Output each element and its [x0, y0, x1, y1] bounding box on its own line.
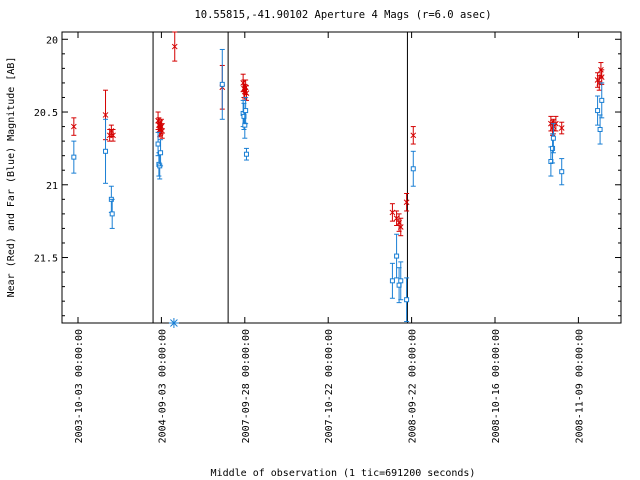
x-axis: 2003-10-03 00:00:00 2004-09-03 00:00:00 20…	[74, 32, 585, 443]
x-marker	[171, 43, 178, 50]
data-point	[597, 114, 603, 145]
data-point	[158, 139, 164, 167]
data-point	[109, 198, 115, 229]
chart-title: 10.55815,-41.90102 Aperture 4 Mags (r=6.…	[194, 9, 491, 21]
square-marker	[243, 108, 249, 114]
square-marker	[559, 169, 565, 175]
data-point	[71, 140, 77, 174]
data-point	[70, 117, 77, 136]
data-point	[243, 147, 249, 161]
data-point	[243, 85, 250, 101]
square-marker	[398, 278, 404, 284]
x-marker	[558, 125, 565, 131]
y-axis-label: Near (Red) and Far (Blue) Magnitude [AB]	[6, 57, 17, 298]
data-point	[103, 118, 109, 184]
data-point	[393, 210, 400, 227]
x-tick-label: 2008-09-22 00:00:00	[408, 329, 419, 443]
x-marker	[70, 123, 77, 130]
data-point	[243, 96, 249, 125]
y-tick-label: 21	[46, 181, 58, 192]
data-point	[240, 99, 246, 128]
square-marker	[158, 150, 164, 156]
square-marker	[595, 108, 601, 114]
x-tick-label: 2003-10-03 00:00:00	[74, 329, 85, 443]
square-marker	[599, 97, 605, 103]
x-marker	[240, 80, 246, 86]
x-marker	[389, 209, 396, 216]
square-marker	[155, 141, 161, 147]
x-marker	[393, 215, 400, 222]
data-point	[394, 233, 400, 279]
data-point	[171, 31, 178, 62]
x-marker	[243, 90, 250, 96]
data-point	[403, 193, 410, 212]
data-point	[599, 82, 605, 119]
x-marker	[553, 120, 559, 127]
panel-breaks	[152, 32, 408, 323]
data-point	[110, 128, 116, 142]
data-point	[553, 115, 559, 132]
y-axis: 20 20.5 21 21.5	[34, 35, 621, 317]
data-point	[559, 158, 565, 186]
data-point	[410, 150, 416, 187]
square-marker	[410, 166, 416, 172]
x-tick-label: 2007-10-22 00:00:00	[324, 329, 335, 443]
data-point	[596, 75, 603, 91]
square-marker	[404, 297, 410, 303]
x-tick-label: 2008-10-16 00:00:00	[491, 329, 502, 443]
y-tick-label: 20.5	[34, 108, 58, 119]
square-marker	[394, 253, 400, 259]
square-marker	[103, 148, 109, 154]
square-marker	[219, 81, 225, 87]
x-tick-label: 2004-09-03 00:00:00	[157, 329, 168, 443]
data-point	[389, 203, 396, 222]
data-point	[404, 277, 410, 323]
square-marker	[243, 151, 249, 157]
x-marker	[110, 132, 116, 139]
square-marker	[109, 211, 115, 217]
x-tick-label: 2007-09-28 00:00:00	[241, 329, 252, 443]
data-point	[558, 121, 565, 135]
square-marker	[242, 122, 248, 128]
data-point	[155, 131, 161, 157]
data-point	[397, 217, 404, 237]
data-point	[598, 69, 605, 85]
x-marker	[158, 123, 165, 130]
square-marker	[597, 126, 603, 132]
square-marker	[550, 145, 556, 151]
x-tick-label: 2008-11-09 00:00:00	[574, 329, 585, 443]
plot-frame	[61, 31, 622, 324]
data-points	[70, 31, 605, 328]
x-marker	[397, 224, 404, 230]
asterisk-marker	[170, 319, 178, 327]
data-point	[168, 318, 179, 328]
square-marker	[71, 154, 77, 160]
data-point	[410, 126, 417, 145]
y-tick-label: 20	[46, 35, 58, 46]
data-point	[595, 95, 601, 126]
data-point	[389, 262, 395, 299]
square-marker	[389, 278, 395, 284]
x-marker	[159, 128, 166, 134]
y-tick-label: 21.5	[34, 254, 58, 265]
data-point	[550, 123, 556, 154]
data-point	[219, 48, 225, 120]
x-marker	[410, 132, 417, 139]
x-marker	[596, 80, 603, 86]
x-marker	[598, 74, 605, 80]
x-marker	[403, 199, 410, 206]
data-point	[159, 123, 166, 139]
x-marker	[102, 112, 109, 118]
x-axis-label: Middle of observation (1 tic=691200 seco…	[211, 468, 476, 479]
data-point	[398, 261, 404, 301]
square-marker	[550, 135, 556, 141]
